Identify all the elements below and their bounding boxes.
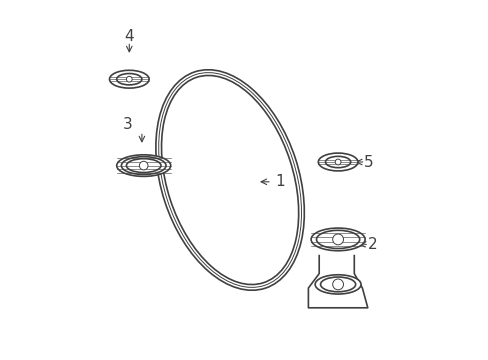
Text: 4: 4 [124, 28, 134, 44]
Circle shape [332, 234, 343, 245]
Ellipse shape [109, 70, 149, 88]
Ellipse shape [117, 155, 170, 176]
Text: 1: 1 [275, 174, 284, 189]
Ellipse shape [310, 228, 365, 251]
Ellipse shape [126, 159, 161, 172]
Ellipse shape [318, 153, 357, 171]
Text: 5: 5 [363, 154, 373, 170]
Ellipse shape [316, 230, 359, 248]
Ellipse shape [314, 275, 360, 294]
Ellipse shape [121, 157, 166, 175]
Ellipse shape [325, 156, 350, 168]
Circle shape [139, 161, 148, 170]
Ellipse shape [320, 277, 355, 292]
Ellipse shape [161, 76, 298, 284]
Circle shape [332, 279, 343, 290]
Circle shape [126, 76, 132, 82]
Ellipse shape [117, 73, 142, 85]
Text: 3: 3 [122, 117, 132, 132]
Text: 2: 2 [367, 237, 376, 252]
Circle shape [335, 159, 340, 165]
